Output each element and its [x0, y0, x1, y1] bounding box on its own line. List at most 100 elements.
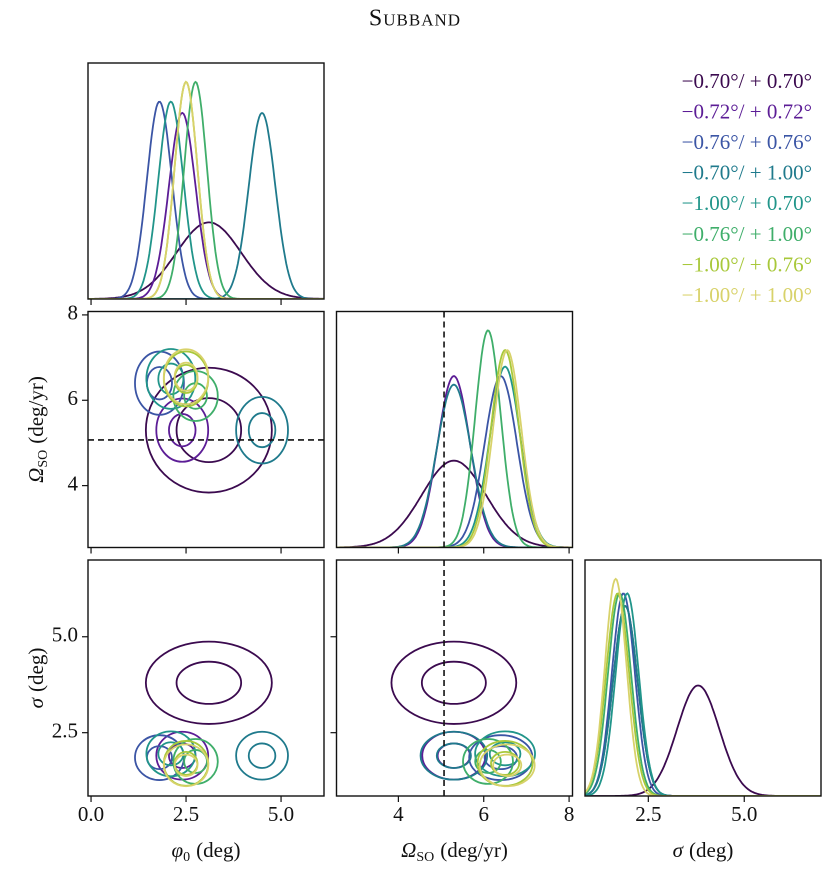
contour [144, 366, 273, 494]
axis-symbol: Ω [401, 838, 416, 862]
contour [435, 742, 472, 769]
contour [162, 348, 210, 406]
contour [247, 742, 277, 769]
contour [490, 750, 521, 776]
y-tick-label: 8 [68, 301, 79, 325]
axis-label: σ(deg) [673, 838, 734, 862]
contour [390, 640, 518, 725]
axis-symbol: φ [172, 838, 184, 862]
contour [419, 730, 489, 781]
legend-entry: −0.70°/ + 1.00° [682, 161, 812, 185]
density-curve [585, 592, 821, 796]
contour [173, 753, 199, 777]
density-curve [88, 221, 324, 299]
x-tick-label: 4 [393, 802, 404, 826]
contour [235, 730, 289, 781]
y-tick-label: 6 [68, 386, 79, 410]
panel [390, 560, 536, 796]
density-curve [336, 329, 573, 548]
density-curve [585, 592, 821, 796]
x-tick-label: 2.5 [635, 802, 661, 826]
contour [157, 741, 185, 767]
axis-symbol: σ [673, 838, 685, 862]
density-curve [88, 100, 324, 299]
axis-unit: (deg/yr) [440, 838, 508, 862]
contour [144, 640, 273, 725]
contour [168, 413, 197, 448]
panel-frame [335, 559, 574, 797]
density-curve [88, 111, 324, 299]
density-curve [336, 349, 573, 548]
contour [235, 395, 289, 465]
axis-symbol: σ [24, 696, 48, 708]
axis-unit: (deg) [689, 838, 733, 862]
legend-entry: −0.70°/ + 0.70° [682, 69, 812, 93]
axis-subscript: SO [416, 850, 434, 865]
panel-frame [87, 310, 325, 549]
density-curve [585, 604, 821, 796]
axis-label: φ0 (deg) [172, 838, 241, 865]
density-curve [585, 684, 821, 796]
axis-unit: (deg/yr) [24, 376, 48, 444]
panel-frame [584, 559, 822, 797]
panel [88, 348, 324, 494]
contour [157, 362, 185, 396]
density-curve [585, 592, 821, 796]
x-tick-label: 6 [478, 802, 489, 826]
y-tick-label: 4 [68, 471, 79, 495]
density-curve [88, 80, 324, 299]
contour [175, 660, 243, 705]
density-curve [88, 112, 324, 299]
axis-label: ΩSO (deg/yr) [401, 838, 508, 865]
x-tick-label: 8 [564, 802, 575, 826]
density-curve [88, 80, 324, 299]
contour [173, 361, 199, 392]
density-curve [336, 375, 573, 548]
contour [420, 660, 487, 705]
contour [183, 749, 208, 774]
density-curve [336, 365, 573, 548]
x-tick-label: 5.0 [268, 802, 294, 826]
density-curve [585, 604, 821, 796]
density-curve [336, 383, 573, 548]
legend-entry: −1.00°/ + 0.70° [682, 191, 812, 215]
legend-entry: −0.76°/ + 0.76° [682, 130, 812, 154]
density-curve [88, 100, 324, 299]
panel [585, 577, 821, 796]
axis-unit: (deg) [196, 838, 240, 862]
panel [336, 311, 573, 548]
x-tick-label: 2.5 [173, 802, 199, 826]
contour [478, 743, 536, 788]
chart-title: Subband [369, 6, 461, 32]
panel-frame [335, 310, 574, 549]
axis-symbol: Ω [24, 468, 48, 483]
contour [488, 741, 522, 767]
contour [462, 738, 514, 785]
density-curve [585, 577, 821, 796]
axis-label: ΩSO (deg/yr) [24, 376, 51, 483]
density-curve [336, 349, 573, 548]
x-tick-label: 5.0 [731, 802, 757, 826]
contour [155, 397, 210, 463]
axis-subscript: 0 [183, 850, 190, 865]
legend-entry: −0.72°/ + 0.72° [682, 99, 812, 123]
density-curve [336, 459, 573, 548]
density-curve [336, 375, 573, 548]
contour [175, 397, 243, 464]
axis-subscript: SO [36, 450, 51, 468]
panel-frame [87, 559, 325, 797]
density-curve [585, 592, 821, 796]
legend-entry: −1.00°/ + 1.00° [682, 283, 812, 307]
contour [145, 730, 197, 778]
legend-entry: −1.00°/ + 0.76° [682, 252, 812, 276]
x-tick-label: 0.0 [78, 802, 104, 826]
legend-entry: −0.76°/ + 1.00° [682, 222, 812, 246]
panel [88, 80, 324, 299]
contour [492, 753, 523, 777]
density-curve [88, 80, 324, 299]
panel-frame [87, 62, 325, 300]
contour [162, 743, 210, 788]
panel [134, 640, 289, 788]
y-tick-label: 5.0 [52, 623, 78, 647]
